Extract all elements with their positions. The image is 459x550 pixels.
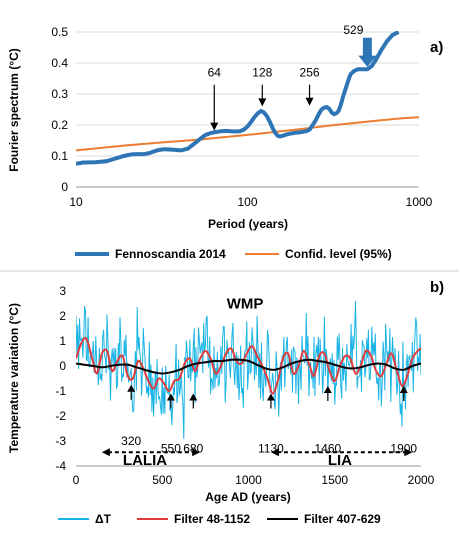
a-series — [76, 31, 419, 166]
b-series — [76, 300, 421, 439]
a-x-axis-title: Period (years) — [208, 217, 288, 231]
a-x-tick-label: 100 — [237, 195, 257, 209]
b-legend-label-filter-407: Filter 407-629 — [304, 512, 381, 526]
b-x-tick-label: 0 — [73, 473, 80, 487]
b-x-tick-labels: 0 500 1000 1500 2000 — [73, 473, 435, 487]
a-legend: Fennoscandia 2014 Confid. level (95%) — [75, 247, 392, 261]
b-y-tick-label: -4 — [55, 459, 66, 473]
b-period-range-arrowhead — [404, 448, 413, 457]
b-series-line-dt — [76, 300, 421, 439]
a-x-tick-label: 10 — [69, 195, 83, 209]
b-annotation-arrowhead — [189, 393, 198, 401]
b-y-tick-label: -2 — [55, 409, 66, 423]
a-annotation-label: 256 — [300, 66, 320, 80]
b-annotation-arrowhead — [399, 386, 408, 393]
b-annotation-label: 320 — [121, 434, 141, 448]
b-x-axis-title: Age AD (years) — [205, 490, 291, 504]
b-x-tick-label: 1000 — [235, 473, 262, 487]
b-y-tick-label: 1 — [59, 334, 66, 348]
a-annotation-arrowhead — [305, 97, 314, 106]
b-x-tick-label: 500 — [152, 473, 172, 487]
a-annotation-label: 128 — [252, 66, 272, 80]
a-y-axis-title: Fourier spectrum (°C) — [7, 48, 21, 171]
b-series-line-filter-48 — [76, 336, 421, 395]
a-y-tick-label: 0.3 — [51, 87, 68, 101]
panel-a: 0 0.1 0.2 0.3 0.4 0.5 10 100 1000 64 128 256 529 a… — [7, 23, 443, 261]
b-x-tick-label: 1500 — [321, 473, 348, 487]
a-y-tick-label: 0.1 — [51, 149, 68, 163]
a-annotation-label: 64 — [208, 66, 222, 80]
a-series-line-fennoscandia — [76, 31, 400, 166]
a-gridlines — [76, 31, 419, 157]
a-panel-label: a) — [430, 39, 443, 56]
b-legend: ΔT Filter 48-1152 Filter 407-629 — [58, 512, 381, 526]
b-x-tick-label: 2000 — [408, 473, 435, 487]
b-legend-label-dt: ΔT — [95, 512, 112, 526]
a-annotation-arrowhead — [210, 122, 219, 131]
a-annotation-arrowhead — [258, 98, 267, 107]
b-annotation-arrowhead — [266, 393, 275, 401]
a-series-line-confid — [76, 116, 419, 152]
b-period-label: LIA — [328, 452, 352, 469]
b-y-tick-label: -1 — [55, 384, 66, 398]
b-y-tick-label: 2 — [59, 309, 66, 323]
b-y-tick-label: -3 — [55, 434, 66, 448]
a-x-tick-label: 1000 — [406, 195, 433, 209]
b-period-range-arrowhead — [192, 448, 201, 457]
a-y-tick-label: 0 — [61, 180, 68, 194]
b-annotation-label: 1130 — [258, 442, 284, 456]
a-annotations: 64 128 256 529 — [208, 23, 377, 131]
b-series-line-filter-407 — [76, 358, 421, 375]
b-y-tick-label: 3 — [59, 284, 66, 298]
b-legend-label-filter-48: Filter 48-1152 — [174, 512, 250, 526]
a-y-tick-label: 0.5 — [51, 25, 68, 39]
b-y-axis-title: Temperature variation (°C) — [7, 303, 21, 453]
b-panel-label: b) — [430, 279, 444, 296]
b-period-labels: WMP LALIA LIA — [101, 296, 413, 469]
b-y-tick-label: 0 — [59, 359, 66, 373]
b-period-label: WMP — [227, 296, 264, 313]
a-legend-label-fennoscandia: Fennoscandia 2014 — [115, 247, 226, 261]
b-period-label: LALIA — [123, 452, 167, 469]
a-y-tick-labels: 0 0.1 0.2 0.3 0.4 0.5 — [51, 25, 68, 194]
b-annotation-arrowhead — [127, 384, 136, 392]
a-annotation-label: 529 — [343, 23, 363, 37]
a-x-tick-labels: 10 100 1000 — [69, 195, 432, 209]
b-annotation-label: 1900 — [390, 442, 417, 456]
b-annotation-arrowhead — [166, 393, 175, 401]
b-period-range-arrowhead — [101, 448, 110, 457]
a-legend-label-confid: Confid. level (95%) — [285, 247, 392, 261]
b-period-range-arrowhead — [270, 448, 279, 457]
b-annotation-arrowhead — [323, 386, 332, 393]
a-y-tick-label: 0.2 — [51, 118, 68, 132]
a-annotation-block-arrow — [358, 37, 377, 67]
a-y-tick-label: 0.4 — [51, 56, 68, 70]
b-y-tick-labels: -4 -3 -2 -1 0 1 2 3 — [55, 284, 66, 473]
